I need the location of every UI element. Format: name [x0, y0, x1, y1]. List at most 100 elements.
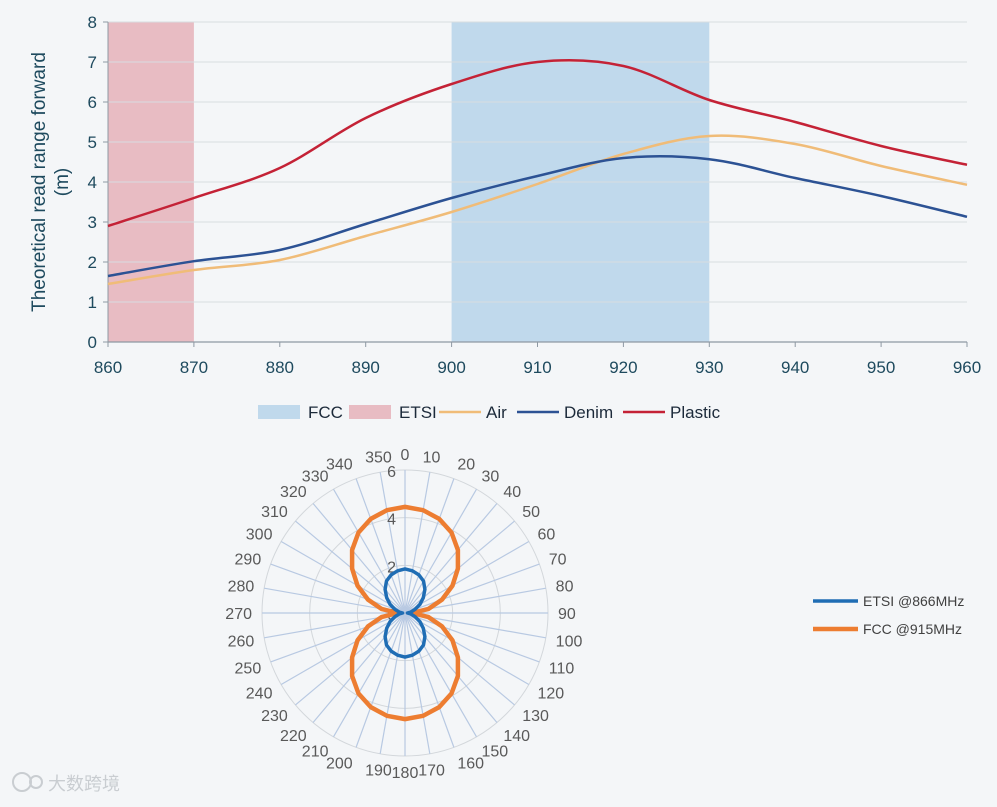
radar-angle-label: 170: [418, 763, 445, 780]
x-tick-label: 900: [437, 358, 465, 377]
radar-spoke: [404, 612, 478, 738]
radar-spoke: [270, 563, 406, 614]
y-tick-label: 5: [88, 133, 97, 152]
series-line-plastic: [107, 59, 968, 228]
y-tick-label: 1: [88, 293, 97, 312]
radar-spoke: [355, 478, 406, 614]
radar-angle-label: 250: [235, 660, 262, 677]
radar-spoke: [312, 612, 406, 723]
y-tick-label: 8: [88, 13, 97, 32]
watermark: 大数跨境: [12, 772, 120, 794]
legend-label-etsi: ETSI: [399, 403, 437, 422]
radar-spoke: [404, 612, 455, 748]
legend-swatch-etsi: [349, 405, 391, 419]
radar-angle-label: 150: [482, 744, 509, 761]
radar-spoke: [280, 612, 406, 686]
legend-label-plastic: Plastic: [670, 403, 721, 422]
x-tick-label: 950: [867, 358, 895, 377]
radar-spoke: [332, 488, 406, 614]
radar-angle-label: 210: [302, 744, 329, 761]
radar-angle-label: 60: [538, 527, 556, 544]
radar-angle-label: 160: [457, 755, 484, 772]
y-tick-label: 4: [88, 173, 97, 192]
x-tick-label: 890: [352, 358, 380, 377]
radar-series-etsi-866mhz: [383, 567, 427, 659]
x-tick-label: 940: [781, 358, 809, 377]
radar-spoke: [280, 540, 406, 614]
radar-spoke: [404, 612, 431, 754]
radar-angle-label: 0: [401, 447, 410, 464]
radar-angle-label: 50: [522, 504, 540, 521]
radar-angle-label: 190: [365, 763, 392, 780]
radar-angle-label: 270: [225, 606, 252, 623]
radar-angle-label: 10: [423, 449, 441, 466]
watermark-logo-icon: [29, 775, 43, 789]
radar-angle-label: 300: [246, 527, 273, 544]
x-tick-label: 960: [953, 358, 981, 377]
radar-spoke: [404, 478, 455, 614]
radar-angle-label: 20: [457, 457, 475, 474]
radar-spoke: [404, 612, 540, 663]
radar-angle-label: 290: [235, 552, 262, 569]
radar-angle-label: 80: [556, 578, 574, 595]
x-tick-label: 880: [266, 358, 294, 377]
y-axis-label-line: (m): [52, 168, 73, 196]
watermark-logo-icon: [12, 772, 32, 792]
radar-angle-label: 260: [228, 634, 255, 651]
radar-spoke: [404, 540, 530, 614]
radar-angle-label: 110: [549, 660, 575, 677]
radar-spoke: [404, 563, 540, 614]
series-line-denim: [107, 155, 968, 278]
line-chart-legend: FCC ETSI Air Denim Plastic: [258, 403, 721, 422]
radar-angle-label: 180: [392, 765, 419, 782]
radar-radial-label: 2: [387, 559, 396, 576]
radar-angle-label: 40: [503, 484, 521, 501]
radar-angle-label: 340: [326, 457, 353, 474]
y-axis-label: Theoretical read range forward (m): [29, 52, 73, 312]
radar-angle-label: 230: [261, 708, 288, 725]
x-tick-label: 870: [180, 358, 208, 377]
y-tick-label: 6: [88, 93, 97, 112]
y-tick-label: 7: [88, 53, 97, 72]
radar-angle-label: 30: [482, 468, 500, 485]
radar-angle-label: 120: [538, 686, 565, 703]
legend-label-air: Air: [486, 403, 507, 422]
radar-angle-label: 240: [246, 686, 273, 703]
radar-spoke: [379, 612, 406, 754]
radar-spoke: [404, 472, 431, 614]
radar-radial-label: 4: [387, 512, 396, 529]
x-tick-label: 930: [695, 358, 723, 377]
radar-angle-label: 220: [280, 728, 307, 745]
radar-spoke: [312, 503, 406, 614]
radar-chart-legend: ETSI @866MHz FCC @915MHz: [813, 593, 964, 637]
radar-series-fcc-915mhz: [349, 504, 461, 722]
x-tick-label: 920: [609, 358, 637, 377]
legend-label-fcc-915mhz: FCC @915MHz: [863, 621, 962, 637]
radar-spoke: [404, 612, 498, 723]
legend-label-fcc: FCC: [308, 403, 343, 422]
y-tick-label: 3: [88, 213, 97, 232]
legend-label-etsi-866mhz: ETSI @866MHz: [863, 593, 964, 609]
radar-angle-label: 310: [261, 504, 288, 521]
radar-angle-label: 90: [558, 606, 576, 623]
radar-angle-label: 140: [503, 728, 530, 745]
radar-angle-label: 320: [280, 484, 307, 501]
read-range-line-chart: 0 1 2 3 4 5 6 7 8 860 870 880 890 900 910 920 930 940 950 9…: [29, 13, 981, 377]
radar-angle-label: 200: [326, 755, 353, 772]
radar-spoke: [404, 612, 530, 686]
radar-angle-label: 130: [522, 708, 549, 725]
y-tick-label: 2: [88, 253, 97, 272]
radar-angle-label: 330: [302, 468, 329, 485]
radar-radial-label: 6: [387, 464, 396, 481]
radar-spoke: [332, 612, 406, 738]
radar-angle-label: 350: [365, 449, 392, 466]
y-axis-label-line: Theoretical read range forward: [29, 52, 50, 312]
y-tick-label: 0: [88, 333, 97, 352]
x-tick-label: 910: [523, 358, 551, 377]
radar-spoke: [270, 612, 406, 663]
radar-spoke: [379, 472, 406, 614]
legend-label-denim: Denim: [564, 403, 613, 422]
